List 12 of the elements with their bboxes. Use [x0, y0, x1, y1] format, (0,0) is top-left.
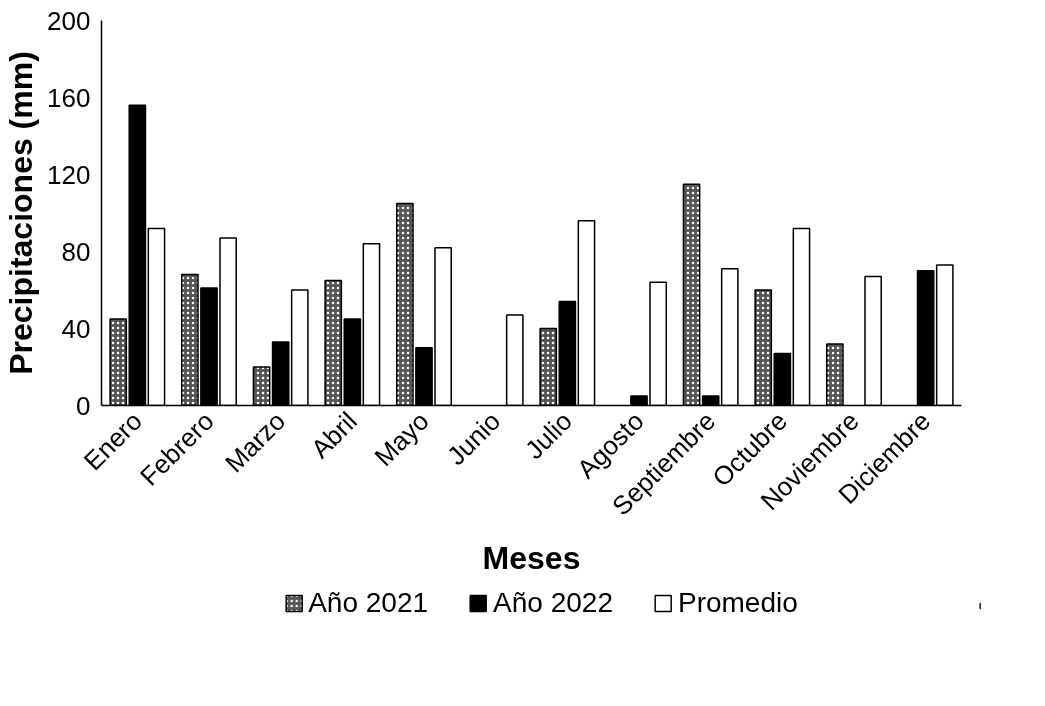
legend-label: Año 2021: [308, 587, 429, 619]
x-tick-label: Julio: [518, 405, 578, 465]
legend-label: Promedio: [677, 587, 798, 619]
y-axis-title: Precipitaciones (mm): [3, 51, 40, 375]
y-tick-label: 120: [47, 159, 91, 190]
y-tick-label: 0: [76, 390, 91, 421]
y-tick-label: 40: [61, 313, 91, 344]
y-tick-label: 200: [47, 5, 91, 36]
legend-label: Año 2022: [493, 587, 613, 619]
x-axis-title: Meses: [482, 539, 581, 576]
y-tick-label: 160: [47, 82, 91, 113]
y-tick-label: 80: [61, 236, 91, 267]
